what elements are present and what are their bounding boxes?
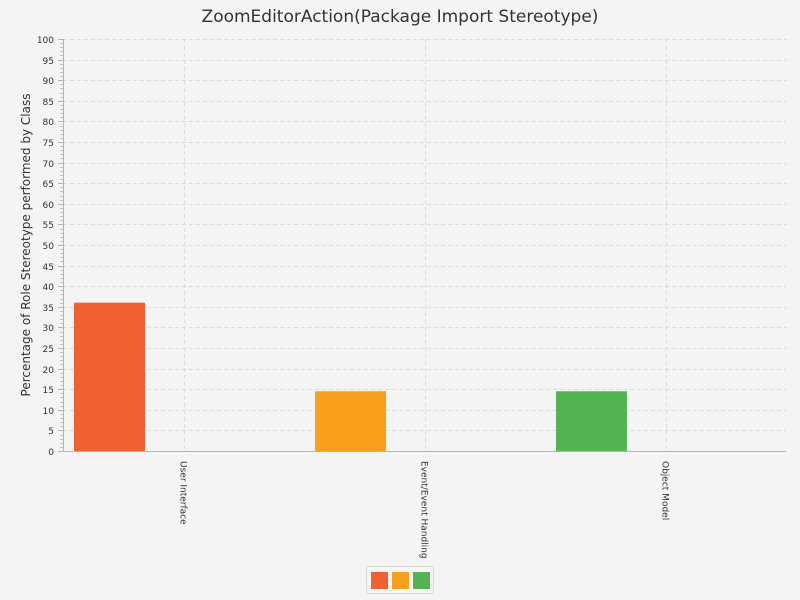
bar [556, 391, 627, 451]
bar [315, 391, 386, 451]
y-tick-label: 40 [43, 283, 55, 293]
bar [74, 302, 145, 451]
y-tick-label: 55 [43, 221, 54, 231]
y-tick-label: 30 [43, 324, 55, 334]
y-tick-label: 15 [43, 386, 54, 396]
y-axis-label: Percentage of Role Stereotype performed … [19, 94, 33, 397]
y-tick-label: 80 [43, 118, 55, 128]
y-tick-label: 50 [43, 242, 55, 252]
y-tick-label: 35 [43, 304, 54, 314]
y-tick-label: 85 [43, 98, 54, 108]
y-tick-label: 100 [37, 36, 54, 46]
y-tick-label: 95 [43, 57, 54, 67]
legend [366, 566, 434, 594]
y-tick-label: 45 [43, 263, 54, 273]
x-category-label: Event/Event Handling [419, 461, 429, 559]
bars [74, 302, 627, 451]
y-tick-label: 70 [43, 160, 55, 170]
y-tick-label: 75 [43, 139, 54, 149]
y-tick-label: 5 [48, 427, 54, 437]
legend-swatch [391, 571, 409, 589]
y-tick-label: 65 [43, 180, 54, 190]
y-tick-label: 60 [43, 201, 55, 211]
legend-swatch [370, 571, 388, 589]
grid-lines [63, 39, 786, 451]
x-axis-category-labels: User Interface Event/Event Handling Object… [178, 461, 670, 559]
y-tick-label: 0 [48, 448, 54, 458]
y-axis-ticks: 0 5 10 15 20 25 30 35 40 45 50 55 60 65 70 75 80 85 90 95 10… [37, 36, 63, 458]
y-tick-label: 90 [43, 77, 55, 87]
y-tick-label: 10 [43, 407, 55, 417]
legend-swatch [412, 571, 430, 589]
x-category-label: Object Model [660, 461, 670, 520]
chart-title: ZoomEditorAction(Package Import Stereoty… [201, 7, 599, 27]
x-category-label: User Interface [178, 461, 188, 525]
y-tick-label: 25 [43, 345, 54, 355]
y-tick-label: 20 [43, 366, 55, 376]
